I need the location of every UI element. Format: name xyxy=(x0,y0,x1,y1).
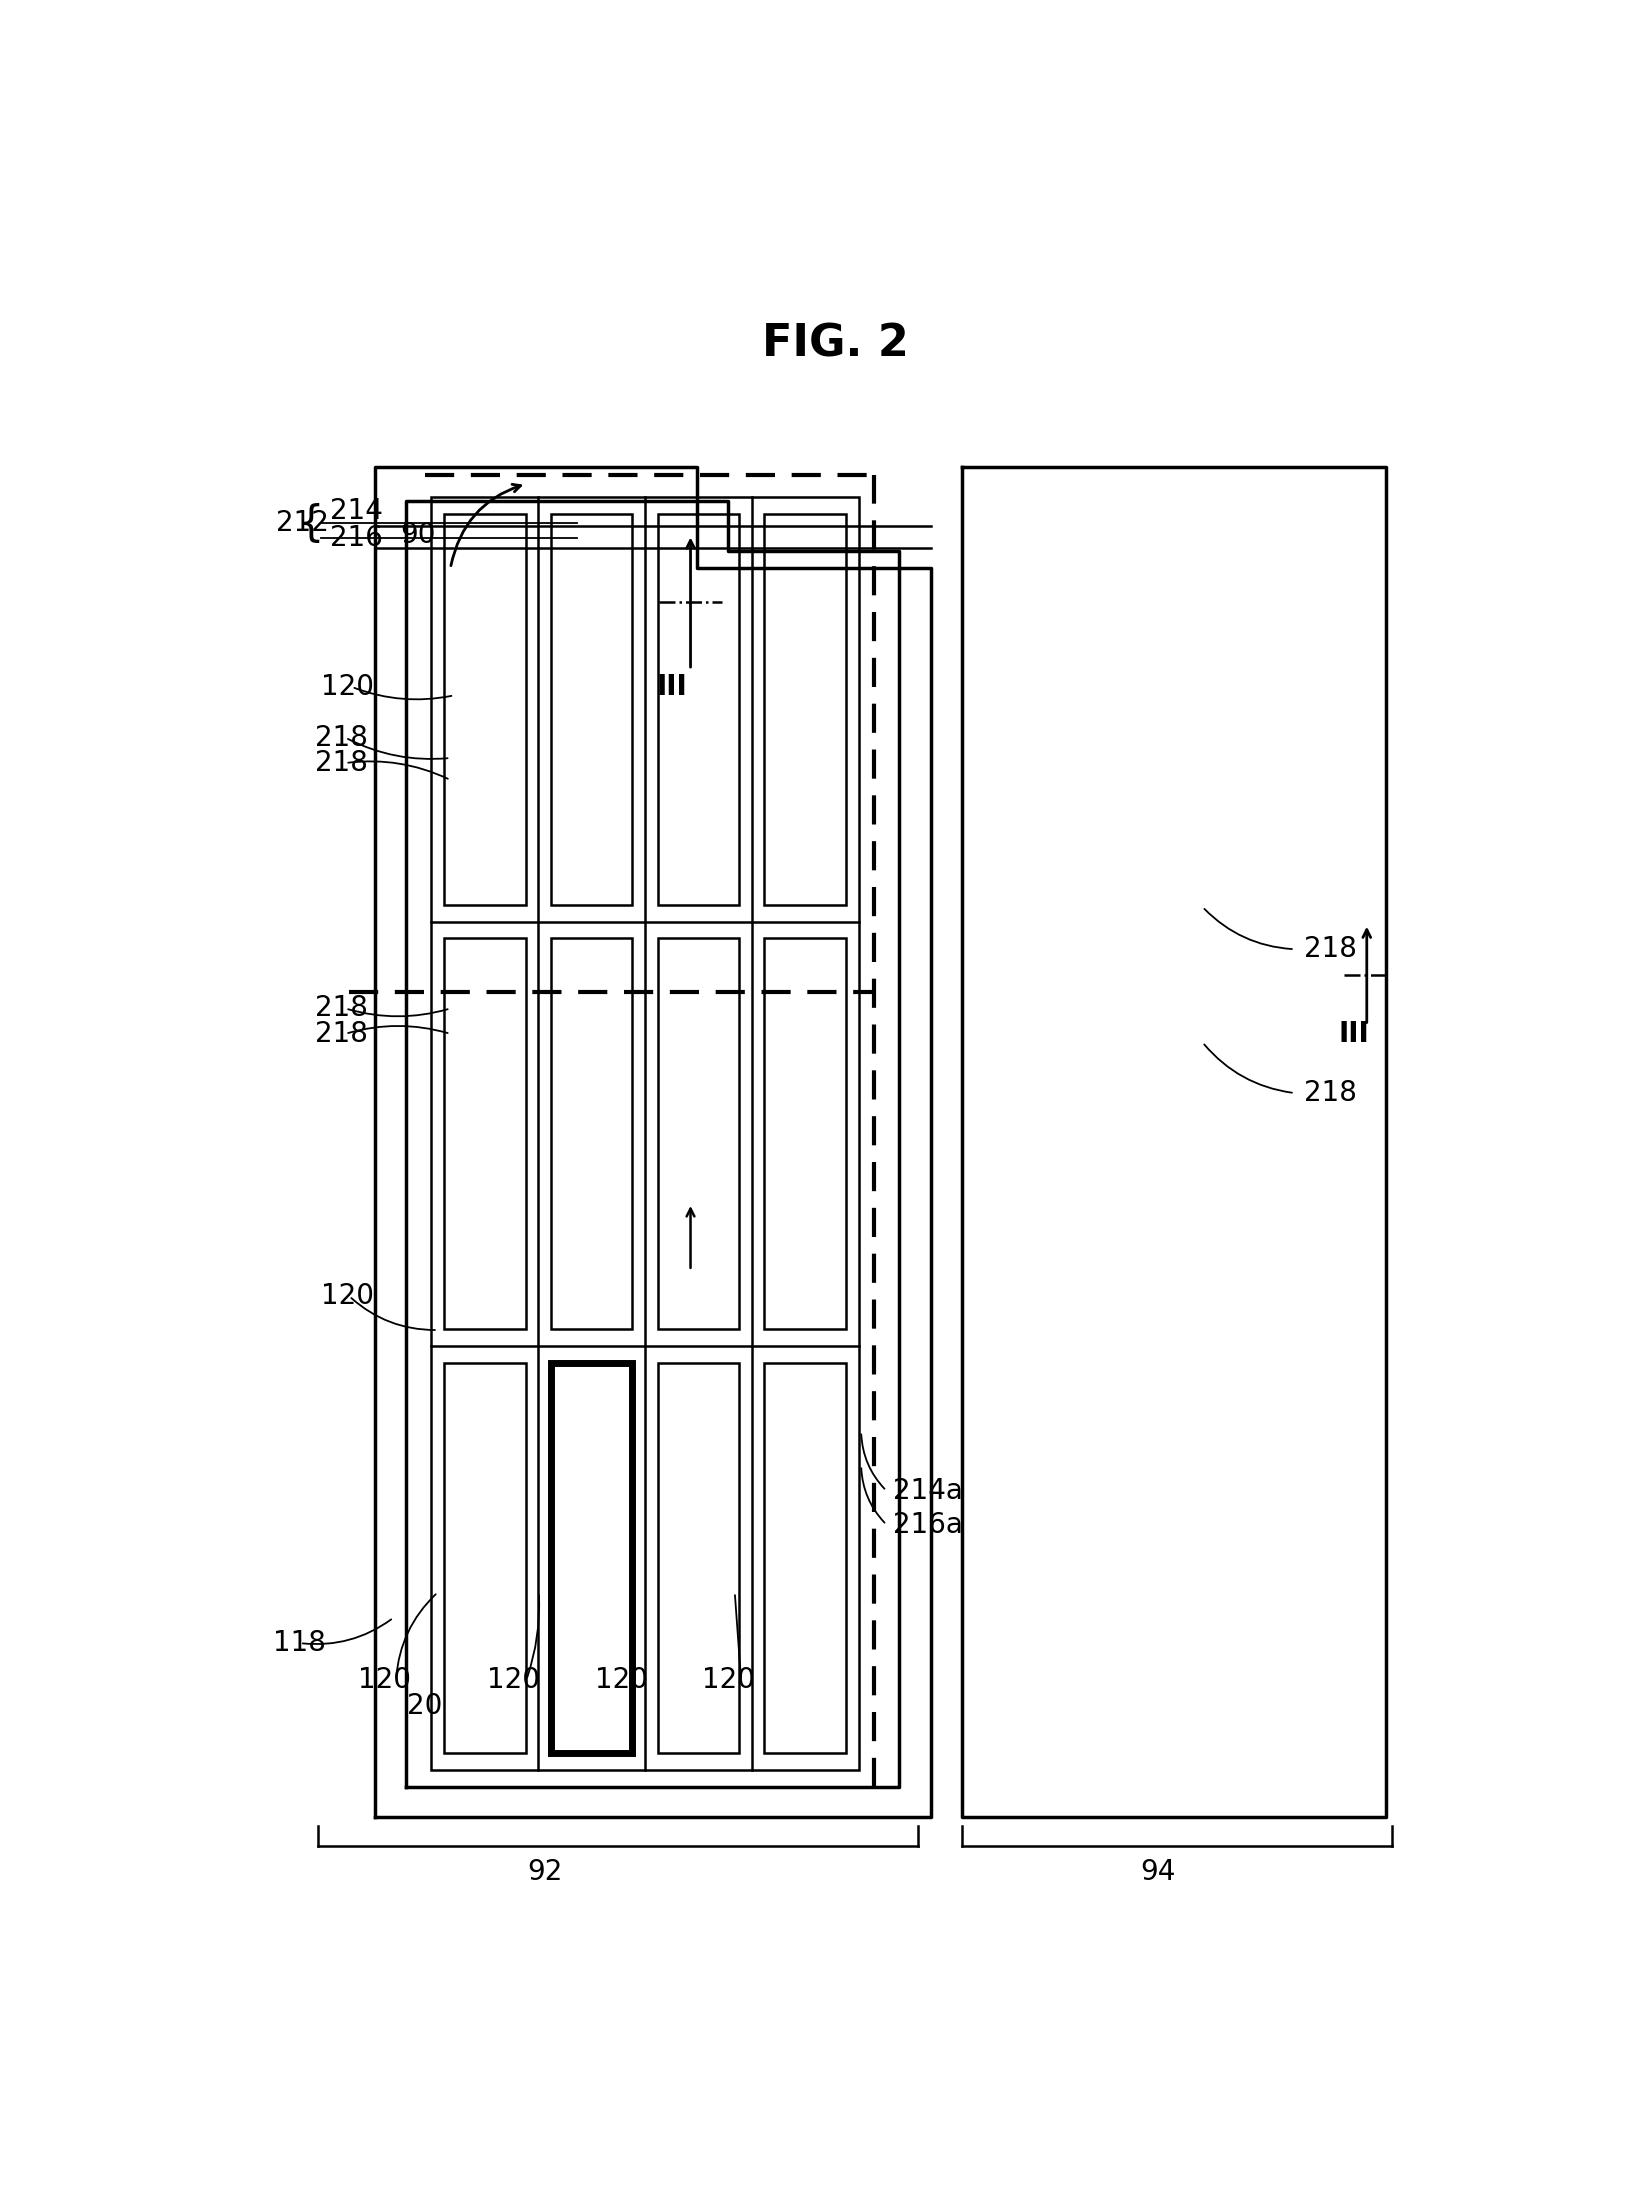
Bar xyxy=(430,497,857,1769)
Text: 94: 94 xyxy=(1139,1857,1175,1886)
Bar xyxy=(551,939,632,1330)
Text: III: III xyxy=(1338,1020,1369,1048)
Bar xyxy=(443,1363,525,1754)
Text: III: III xyxy=(655,673,686,701)
Text: 120: 120 xyxy=(487,1666,540,1695)
Text: 120: 120 xyxy=(321,1281,375,1310)
Text: 214: 214 xyxy=(329,497,383,525)
Text: {: { xyxy=(297,503,324,545)
Text: 218: 218 xyxy=(315,993,368,1022)
Text: 218: 218 xyxy=(315,1020,368,1048)
Bar xyxy=(657,1363,738,1754)
Bar xyxy=(443,514,525,906)
Bar xyxy=(551,1363,632,1754)
Bar xyxy=(657,939,738,1330)
Bar xyxy=(764,514,846,906)
Text: 218: 218 xyxy=(1302,934,1356,963)
Text: 118: 118 xyxy=(274,1629,326,1657)
Bar xyxy=(443,939,525,1330)
Text: 120: 120 xyxy=(359,1666,411,1695)
Text: 92: 92 xyxy=(526,1857,562,1886)
Text: 218: 218 xyxy=(315,750,368,778)
Text: 120: 120 xyxy=(321,673,375,701)
Text: 216: 216 xyxy=(329,523,383,552)
Bar xyxy=(764,939,846,1330)
Text: 20: 20 xyxy=(408,1692,442,1719)
Text: 214a: 214a xyxy=(892,1477,962,1506)
Text: 218: 218 xyxy=(315,723,368,752)
Text: 216a: 216a xyxy=(892,1510,962,1539)
Text: 212: 212 xyxy=(275,508,329,536)
Bar xyxy=(764,1363,846,1754)
Text: 90: 90 xyxy=(399,521,435,550)
Text: 218: 218 xyxy=(1302,1079,1356,1108)
Bar xyxy=(551,514,632,906)
Text: FIG. 2: FIG. 2 xyxy=(761,323,910,367)
Text: 120: 120 xyxy=(595,1666,647,1695)
Text: 120: 120 xyxy=(701,1666,755,1695)
Bar xyxy=(657,514,738,906)
